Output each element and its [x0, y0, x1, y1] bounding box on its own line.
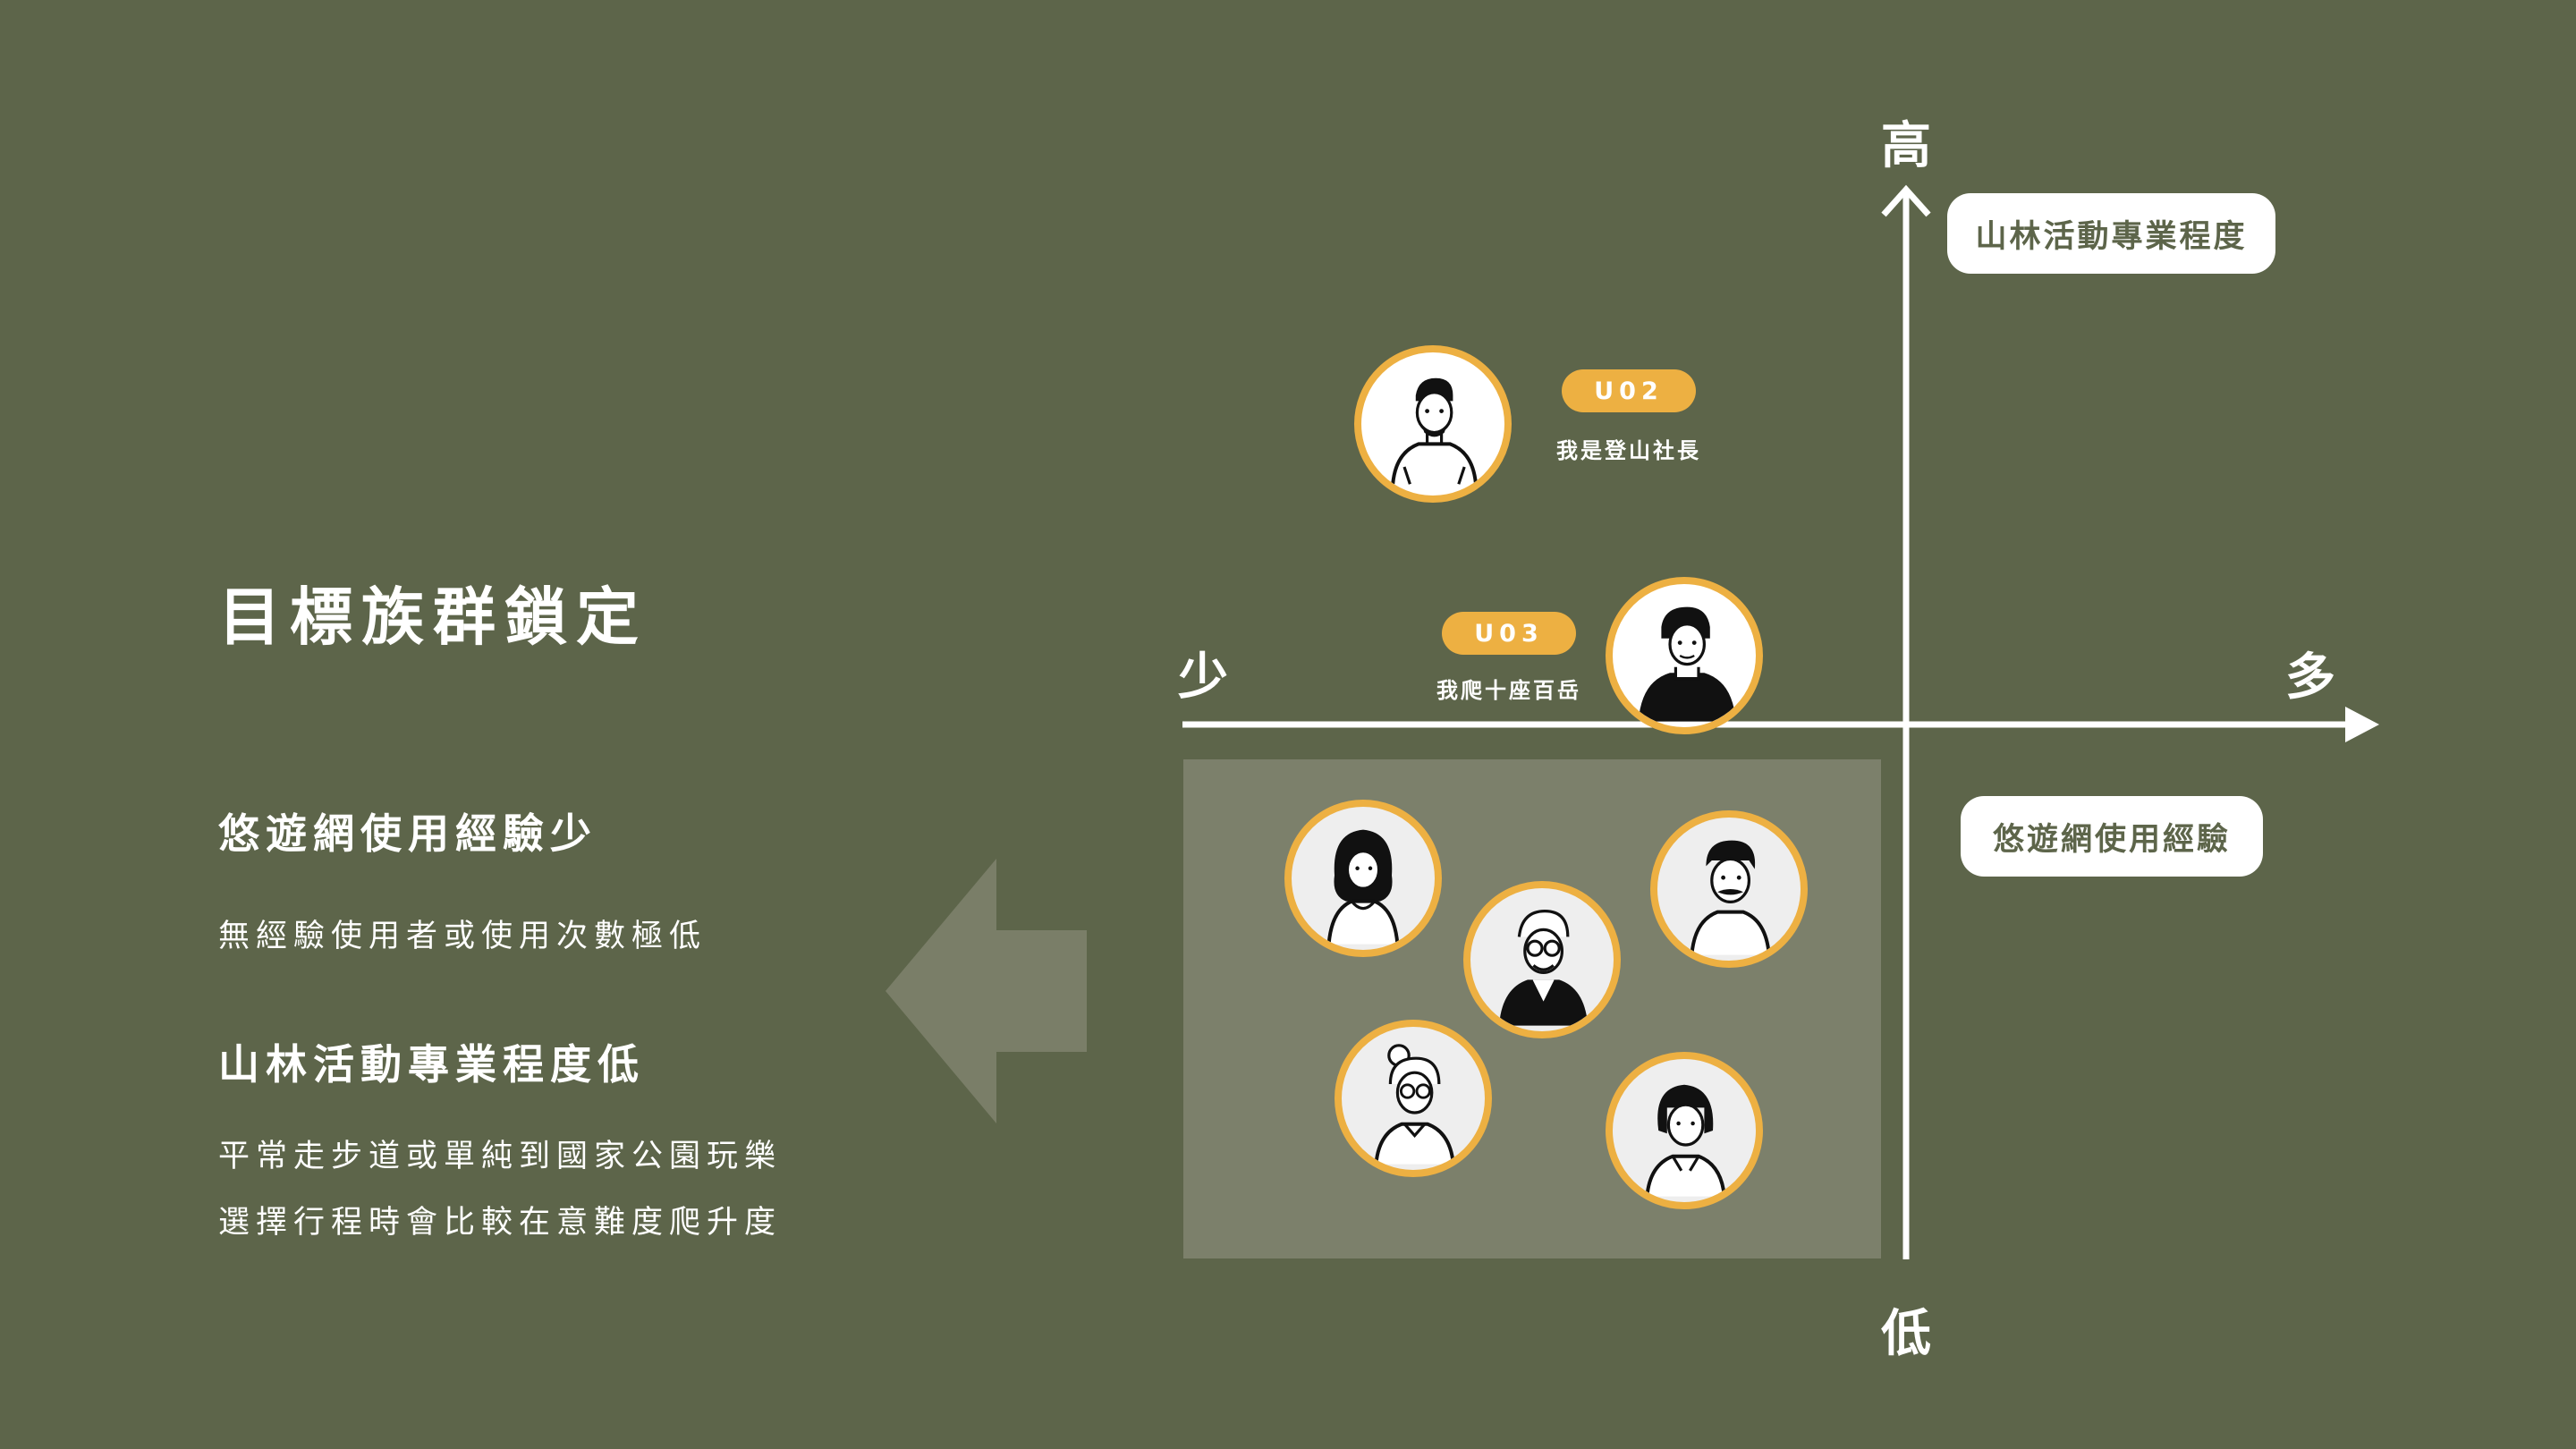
section-heading-expertise: 山林活動專業程度低	[218, 1040, 645, 1089]
target-persona-avatar-4	[1335, 1020, 1492, 1177]
x-axis-more-label: 多	[2285, 648, 2335, 707]
man-mustache-icon	[1690, 840, 1771, 955]
old-man-glasses-icon	[1499, 909, 1589, 1026]
target-persona-avatar-5	[1606, 1052, 1763, 1209]
persona-u03-caption: 我爬十座百岳	[1436, 678, 1581, 703]
y-axis-name-pill: 山林活動專業程度	[1947, 193, 2275, 274]
persona-u02-badge: U02	[1562, 369, 1696, 412]
persona-u02-avatar	[1354, 345, 1512, 503]
quadrant-axes	[1182, 184, 2379, 1259]
persona-u03-badge: U03	[1442, 612, 1576, 655]
target-persona-avatar-1	[1284, 800, 1442, 957]
x-axis-less-label: 少	[1178, 648, 1228, 707]
persona-u03-avatar	[1606, 577, 1763, 734]
woman-short-hair-icon	[1645, 1084, 1726, 1197]
y-axis-high-label: 高	[1881, 117, 1931, 175]
section-text-expertise-1: 平常走步道或單純到國家公園玩樂	[218, 1139, 783, 1174]
page-title: 目標族群鎖定	[218, 580, 648, 654]
woman-curly-hair-icon	[1326, 829, 1400, 945]
man-portrait-icon	[1391, 377, 1478, 485]
section-text-experience: 無經驗使用者或使用次數極低	[218, 919, 708, 954]
target-persona-avatar-2	[1463, 881, 1621, 1038]
target-persona-avatar-3	[1650, 810, 1808, 968]
left-arrow-icon	[886, 859, 1087, 1123]
section-heading-experience: 悠遊網使用經驗少	[218, 809, 597, 858]
woman-portrait-icon	[1638, 606, 1736, 722]
persona-u02-caption: 我是登山社長	[1556, 438, 1701, 463]
x-axis-name-pill: 悠遊網使用經驗	[1961, 796, 2263, 877]
section-text-expertise-2: 選擇行程時會比較在意難度爬升度	[218, 1205, 783, 1241]
y-axis-low-label: 低	[1881, 1305, 1931, 1363]
old-woman-bun-icon	[1374, 1044, 1455, 1165]
